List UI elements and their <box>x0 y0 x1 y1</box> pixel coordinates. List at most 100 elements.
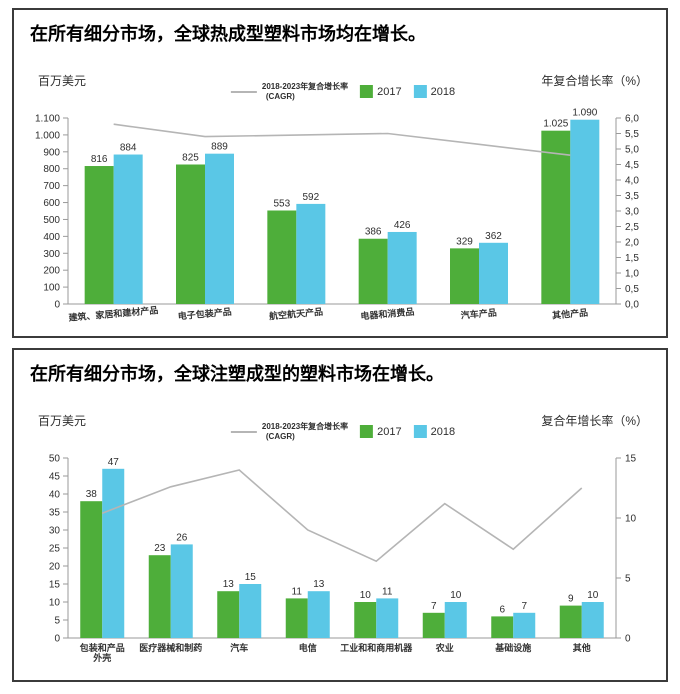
bar-value-label: 38 <box>86 489 98 500</box>
left-axis-unit-label: 百万美元 <box>38 73 87 88</box>
y-tick-label-left: 700 <box>43 181 60 192</box>
category-label: 基础设施 <box>494 642 531 653</box>
bar-2017-4 <box>450 247 479 304</box>
series-2017-swatch <box>360 85 374 99</box>
bar-value-label: 11 <box>382 586 393 597</box>
y-tick-label-right: 4,5 <box>625 160 639 171</box>
bar-2017-5 <box>541 130 571 304</box>
category-label: 其他 <box>573 642 591 653</box>
bar-value-label: 329 <box>456 236 473 247</box>
cagr-line <box>101 468 583 562</box>
category-label: 建筑、家居和建材产品 <box>68 304 159 323</box>
chart-header-row: 百万美元 2018-2023年复合增长率 (CAGR) 2017 2018 复合… <box>38 410 648 448</box>
bar-2018-7 <box>581 601 604 638</box>
category-label: 包装和产品外壳 <box>79 642 125 663</box>
bar-value-label: 13 <box>313 579 325 590</box>
y-tick-label-right: 1,0 <box>625 268 639 279</box>
category-label: 电器和消费品 <box>360 305 415 321</box>
y-tick-label-right: 2,5 <box>625 222 639 233</box>
bar-2018-1 <box>205 153 234 304</box>
bar-value-label: 10 <box>450 590 462 601</box>
bar-value-label: 825 <box>182 152 199 163</box>
bar-line-chart-canvas: 0 100 200 300 400 500 600 700 800 900 1.000 1.100 0,… <box>35 108 639 323</box>
right-axis-title: 复合年增长率（%） <box>541 413 648 428</box>
cagr-legend-label-line1: 2018-2023年复合增长率 <box>261 421 349 431</box>
y-tick-label-left: 25 <box>49 543 61 554</box>
bar-value-label: 13 <box>223 579 235 590</box>
y-tick-label-right: 5,5 <box>625 129 639 140</box>
chart-header-row: 百万美元 2018-2023年复合增长率 (CAGR) 2017 2018 年复… <box>38 70 648 108</box>
bar-2017-3 <box>285 597 308 638</box>
bar-2018-4 <box>376 597 399 638</box>
y-tick-label-right: 15 <box>625 453 637 464</box>
bar-value-label: 592 <box>302 191 319 202</box>
bar-2018-2 <box>239 583 262 638</box>
y-tick-label-left: 200 <box>43 265 60 276</box>
bar-value-label: 816 <box>91 154 108 165</box>
bar-value-label: 7 <box>431 600 437 611</box>
category-label: 农业 <box>435 642 454 653</box>
bar-value-label: 23 <box>154 543 166 554</box>
chart-legend: 2018-2023年复合增长率 (CAGR) 2017 2018 <box>230 82 455 103</box>
bar-2018-5 <box>570 119 600 304</box>
y-tick-label-right: 0,5 <box>625 284 639 295</box>
chart-title: 在所有细分市场，全球热成型塑料市场均在增长。 <box>30 24 426 44</box>
bar-2018-3 <box>307 590 330 638</box>
y-tick-label-right: 3,0 <box>625 206 639 217</box>
bar-value-label: 1.090 <box>572 108 597 119</box>
bar-value-label: 553 <box>273 198 290 209</box>
series-2018-label: 2018 <box>430 425 456 438</box>
category-label: 医疗器械和制药 <box>139 642 202 653</box>
y-tick-label-left: 1.000 <box>35 130 60 141</box>
y-tick-label-left: 800 <box>43 164 60 175</box>
category-label: 电信 <box>299 642 317 653</box>
bar-2017-2 <box>267 210 297 304</box>
thermoforming-market-chart-card: 在所有细分市场，全球热成型塑料市场均在增长。 百万美元 2018-2023年复合… <box>12 8 668 338</box>
bar-value-label: 10 <box>360 590 372 601</box>
chart-title: 在所有细分市场，全球注塑成型的塑料市场在增长。 <box>30 364 444 384</box>
bar-line-chart-canvas: 0 5 10 15 20 25 30 35 40 45 50 0 5 10 15 38 23 13 11 10 7 6 9 4… <box>49 453 637 663</box>
bar-value-label: 26 <box>176 532 188 543</box>
cagr-line <box>113 123 571 156</box>
bar-value-label: 884 <box>120 142 137 153</box>
bar-2017-7 <box>559 605 582 638</box>
bar-2018-4 <box>479 242 508 304</box>
y-tick-label-left: 10 <box>49 597 61 608</box>
bar-value-label: 11 <box>292 586 303 597</box>
series-2017-swatch <box>360 425 374 439</box>
y-tick-label-left: 300 <box>43 248 60 259</box>
y-tick-label-right: 2,0 <box>625 237 639 248</box>
y-tick-label-left: 40 <box>49 489 61 500</box>
bar-value-label: 362 <box>485 230 502 241</box>
bar-2017-4 <box>354 601 377 638</box>
y-tick-label-left: 100 <box>43 282 60 293</box>
bar-2018-0 <box>113 154 143 304</box>
bar-2018-0 <box>102 468 125 638</box>
bar-2017-3 <box>358 238 388 304</box>
cagr-legend-label: 2018-2023年复合增长率 (CAGR) <box>262 82 348 103</box>
y-tick-label-left: 400 <box>43 231 60 242</box>
bar-2017-6 <box>491 615 514 638</box>
bar-2018-2 <box>296 203 326 304</box>
y-tick-label-right: 6,0 <box>625 113 639 124</box>
y-tick-label-left: 600 <box>43 198 60 209</box>
right-axis-title: 年复合增长率（%） <box>541 73 648 88</box>
series-2017-label: 2017 <box>377 425 402 438</box>
y-tick-label-left: 0 <box>54 299 60 310</box>
category-label: 工业和和商用机器 <box>340 642 413 653</box>
injection-molding-market-chart-card: 在所有细分市场，全球注塑成型的塑料市场在增长。 百万美元 2018-2023年复… <box>12 348 668 682</box>
series-2017-label: 2017 <box>377 85 402 98</box>
y-tick-label-left: 20 <box>49 561 61 572</box>
bar-value-label: 7 <box>521 600 527 611</box>
y-tick-label-right: 1,5 <box>625 253 639 264</box>
y-tick-label-right: 5 <box>625 573 631 584</box>
bar-value-label: 47 <box>108 456 120 467</box>
category-label: 电子包装产品 <box>177 305 232 321</box>
bar-value-label: 6 <box>499 604 505 615</box>
y-tick-label-right: 5,0 <box>625 144 639 155</box>
y-tick-label-left: 35 <box>49 507 61 518</box>
cagr-legend-label-line1: 2018-2023年复合增长率 <box>261 81 349 91</box>
y-tick-label-left: 50 <box>49 453 61 464</box>
y-tick-label-right: 4,0 <box>625 175 639 186</box>
bar-2017-0 <box>80 500 103 638</box>
